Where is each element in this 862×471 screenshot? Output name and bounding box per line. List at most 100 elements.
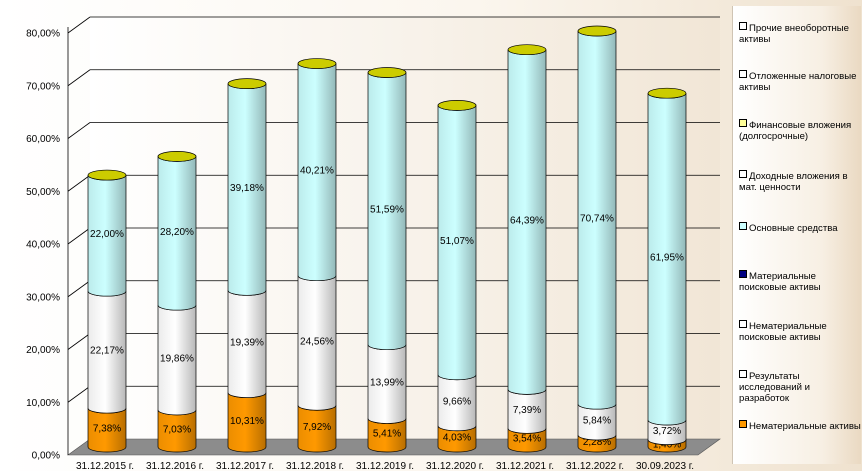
x-tick-label: 31.12.2019 г. <box>356 461 414 471</box>
data-label: 70,74% <box>580 214 614 225</box>
bar-group-7: 3,54% 7,39% 64,39% <box>507 44 547 453</box>
data-label: 7,39% <box>513 405 541 416</box>
bar-group-9: 1,40%3,72%61,95% <box>647 87 687 453</box>
legend-swatch <box>739 22 747 30</box>
x-tick-label: 31.12.2016 г. <box>146 461 204 471</box>
bar-group-1: 7,38% 22,17% 22,00% <box>87 169 127 453</box>
legend-label: Основные средства <box>749 223 838 234</box>
legend-item: Финансовые вложения (долгосрочные) <box>739 119 861 142</box>
gridline-depth <box>67 122 91 139</box>
legend-swatch <box>739 170 747 178</box>
gridline-depth <box>67 174 91 192</box>
data-label: 51,07% <box>440 236 474 247</box>
bar-top-cap <box>297 58 337 69</box>
y-tick-label: 30,00% <box>26 292 60 303</box>
legend-item: Нематериальные активы <box>739 420 861 432</box>
data-label: 39,18% <box>230 183 264 194</box>
bar-top-cap <box>87 169 127 181</box>
data-label: 19,86% <box>160 354 194 365</box>
data-label: 22,00% <box>90 229 124 240</box>
x-tick-label: 31.12.2015 г. <box>76 461 134 471</box>
y-tick-label: 70,00% <box>26 81 60 92</box>
bar-top-cap <box>367 67 407 78</box>
data-label: 28,20% <box>160 227 194 238</box>
gridline-depth <box>67 227 91 245</box>
bar-group-6: 4,03% 9,66% 51,07% <box>437 100 477 453</box>
data-label: 3,72% <box>653 426 681 437</box>
legend-label: Результаты исследований и разработок <box>739 371 810 404</box>
legend-item: Основные средства <box>739 222 861 234</box>
x-tick-label: 31.12.2021 г. <box>496 461 554 471</box>
legend-item: Нематериальные поисковые активы <box>739 320 861 343</box>
legend-swatch <box>739 320 747 328</box>
legend-swatch <box>739 270 747 278</box>
legend-label: Нематериальные поисковые активы <box>739 321 827 343</box>
bar-top-cap <box>227 78 267 90</box>
data-label: 4,03% <box>443 432 471 443</box>
stacked-cylinder-chart: 0,00% 10,00% 20,00% 30,00% 40,00% 50,00% 60,00… <box>26 16 721 471</box>
data-label: 19,39% <box>230 337 264 348</box>
data-label: 24,56% <box>300 336 334 347</box>
bar-top-cap <box>437 100 477 111</box>
legend-swatch <box>739 370 747 378</box>
data-label: 3,54% <box>513 434 541 445</box>
data-label: 7,38% <box>93 424 121 435</box>
data-label: 7,92% <box>303 422 331 433</box>
x-tick-label: 31.12.2018 г. <box>286 461 344 471</box>
bar-group-5: 5,41% 13,99% 51,59% <box>367 67 407 453</box>
legend-label: Финансовые вложения (долгосрочные) <box>739 120 852 142</box>
bar-top-cap <box>507 44 547 56</box>
y-tick-label: 10,00% <box>26 398 60 409</box>
legend-label: Материальные поисковые активы <box>739 271 821 293</box>
data-label: 10,31% <box>230 416 264 427</box>
chart-legend: Прочие внеоборотные активы Отложенные нал… <box>732 6 861 464</box>
x-tick-label: 31.12.2017 г. <box>216 461 274 471</box>
bar-group-3: 10,31% 19,39% 39,18% <box>227 78 267 453</box>
gridline-depth <box>67 385 91 403</box>
gridline-depth <box>67 16 91 34</box>
legend-swatch <box>739 70 747 78</box>
legend-swatch <box>739 119 747 127</box>
data-label: 2,28% <box>583 437 611 448</box>
data-label: 51,59% <box>370 205 404 216</box>
data-label: 22,17% <box>90 346 124 357</box>
gridline-depth <box>67 280 91 298</box>
data-label: 64,39% <box>510 216 544 227</box>
data-label: 5,41% <box>373 429 401 440</box>
legend-label: Нематериальные активы <box>749 421 861 432</box>
data-label: 40,21% <box>300 166 334 177</box>
bar-group-4: 7,92% 24,56% 40,21% <box>297 58 337 453</box>
legend-item: Материальные поисковые активы <box>739 270 861 293</box>
legend-swatch <box>739 420 747 428</box>
data-label: 5,84% <box>583 416 611 427</box>
legend-item: Доходные вложения в мат. ценности <box>739 170 861 193</box>
data-label: 61,95% <box>650 253 684 264</box>
x-tick-label: 30.09.2023 г. <box>636 461 694 471</box>
legend-label: Доходные вложения в мат. ценности <box>739 171 848 193</box>
y-tick-label: 80,00% <box>26 29 60 40</box>
y-tick-label: 40,00% <box>26 240 60 251</box>
bar-group-2: 7,03% 19,86% 28,20% <box>157 151 197 453</box>
legend-item: Результаты исследований и разработок <box>739 370 861 404</box>
legend-item: Прочие внеоборотные активы <box>739 22 861 45</box>
bar-top-cap <box>157 151 197 162</box>
x-tick-label: 31.12.2022 г. <box>566 461 624 471</box>
legend-label: Прочие внеоборотные активы <box>739 23 849 45</box>
bar-top-cap <box>577 25 617 37</box>
data-label: 9,66% <box>443 396 471 407</box>
y-tick-label: 50,00% <box>26 187 60 198</box>
bar-group-8: 2,28% 5,84% 70,74% <box>577 25 617 453</box>
data-label: 13,99% <box>370 378 404 389</box>
bar-top-cap <box>647 87 687 99</box>
gridline-depth <box>67 69 91 87</box>
legend-item: Отложенные налоговые активы <box>739 70 861 93</box>
x-tick-label: 31.12.2020 г. <box>426 461 484 471</box>
legend-label: Отложенные налоговые активы <box>739 71 857 93</box>
legend-swatch <box>739 222 747 230</box>
gridline-depth <box>67 333 91 350</box>
data-label: 7,03% <box>163 424 191 435</box>
y-tick-label: 60,00% <box>26 134 60 145</box>
y-tick-label: 20,00% <box>26 345 60 356</box>
y-tick-label: 0,00% <box>32 451 60 462</box>
